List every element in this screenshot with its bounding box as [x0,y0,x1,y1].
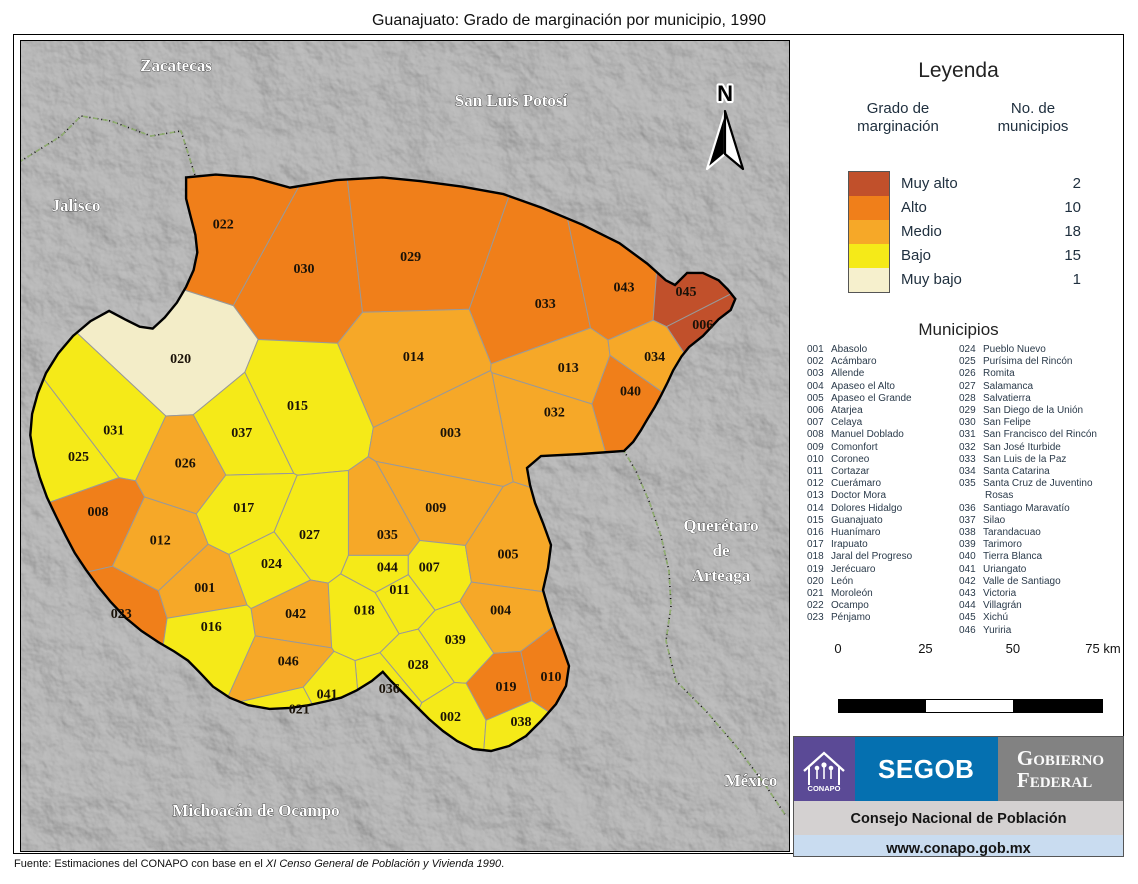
svg-text:007: 007 [419,561,440,576]
svg-text:006: 006 [692,318,713,333]
svg-text:023: 023 [111,607,132,622]
svg-text:San Luis Potosí: San Luis Potosí [455,91,568,110]
svg-text:005: 005 [498,548,519,563]
svg-text:020: 020 [170,352,191,367]
svg-text:Michoacán de Ocampo: Michoacán de Ocampo [172,801,339,820]
svg-text:CONAPO: CONAPO [808,784,841,793]
svg-text:003: 003 [440,426,461,441]
svg-text:009: 009 [425,501,446,516]
svg-text:019: 019 [496,680,517,695]
svg-text:025: 025 [68,450,89,465]
svg-text:031: 031 [103,423,124,438]
svg-text:043: 043 [614,281,635,296]
svg-text:024: 024 [261,557,282,572]
svg-text:044: 044 [377,561,398,576]
svg-text:022: 022 [213,217,234,232]
svg-text:035: 035 [377,528,398,543]
svg-text:México: México [725,771,778,790]
svg-text:de: de [713,541,730,560]
svg-text:034: 034 [644,350,665,365]
svg-text:041: 041 [317,688,338,703]
svg-text:N: N [717,81,733,106]
svg-text:Arteaga: Arteaga [692,566,751,585]
svg-text:014: 014 [403,350,424,365]
svg-text:011: 011 [389,583,409,598]
svg-text:021: 021 [289,703,310,718]
svg-text:002: 002 [440,710,461,725]
svg-text:037: 037 [231,426,252,441]
svg-text:010: 010 [541,670,562,685]
svg-text:001: 001 [194,581,215,596]
svg-text:015: 015 [287,399,308,414]
svg-text:027: 027 [299,528,320,543]
svg-text:036: 036 [379,682,400,697]
svg-text:028: 028 [408,658,429,673]
svg-text:Jalisco: Jalisco [51,196,100,215]
svg-text:042: 042 [285,607,306,622]
svg-text:039: 039 [445,633,466,648]
svg-text:040: 040 [620,384,641,399]
svg-text:017: 017 [233,501,254,516]
svg-text:033: 033 [535,297,556,312]
svg-text:038: 038 [511,715,532,730]
svg-text:032: 032 [544,406,565,421]
svg-text:008: 008 [88,505,109,520]
svg-text:018: 018 [354,603,375,618]
svg-text:030: 030 [294,262,315,277]
svg-text:004: 004 [490,603,511,618]
svg-text:Querétaro: Querétaro [683,516,758,535]
svg-text:046: 046 [278,654,299,669]
svg-text:013: 013 [558,361,579,376]
svg-text:016: 016 [201,620,222,635]
svg-text:045: 045 [676,285,697,300]
svg-text:029: 029 [400,250,421,265]
svg-text:012: 012 [150,534,171,549]
svg-text:026: 026 [175,457,196,472]
svg-text:Zacatecas: Zacatecas [140,56,212,75]
